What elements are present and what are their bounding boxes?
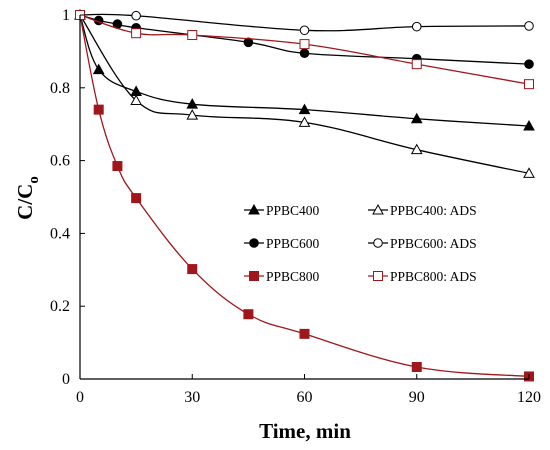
x-axis-title: Time, min	[259, 419, 351, 443]
legend-label: PPBC400	[266, 203, 320, 218]
x-tick-label: 90	[409, 389, 425, 406]
legend-label: PPBC600	[266, 236, 320, 251]
x-tick-label: 120	[517, 389, 541, 406]
legend-swatch-marker	[249, 271, 259, 281]
data-point-ppbc400	[92, 63, 105, 75]
y-tick-label: 1	[62, 7, 70, 24]
data-point-ppbc800-ads	[524, 79, 534, 90]
data-point-ppbc800-ads	[299, 39, 310, 50]
y-tick-label: 0	[62, 371, 70, 388]
legend-item-ppbc400-ads: PPBC400: ADS	[368, 203, 477, 218]
y-tick-label: 0.4	[50, 225, 70, 242]
legend-swatch-marker	[373, 271, 383, 281]
data-point-ppbc800	[243, 309, 254, 320]
legend: PPBC400 PPBC400: ADS PPBC600 PPBC600: ADS PP…	[244, 203, 477, 284]
x-tick-label: 60	[297, 389, 313, 406]
legend-item-ppbc400: PPBC400	[244, 203, 320, 218]
data-point-ppbc800	[299, 328, 310, 339]
data-point-ppbc600	[524, 59, 534, 69]
y-tick-label: 0.2	[50, 298, 70, 315]
y-axis-title-subscript: o	[26, 176, 42, 184]
data-point-ppbc600-ads	[411, 21, 422, 32]
data-point-ppbc800	[411, 361, 422, 372]
legend-item-ppbc600: PPBC600	[244, 236, 320, 251]
data-point-ppbc800	[187, 264, 198, 275]
x-tick-label: 0	[76, 389, 84, 406]
legend-swatch-marker	[249, 238, 259, 248]
y-tick-label: 0.8	[50, 80, 70, 97]
ticks-layer: 0 30 60 90 120 0 0.2 0.4 0.6 0.8 1	[50, 7, 541, 406]
legend-swatch-marker	[248, 203, 260, 215]
data-point-ppbc800	[93, 104, 104, 115]
legend-swatch-marker	[372, 203, 384, 215]
data-point-ppbc800-ads	[187, 30, 198, 41]
data-point-ppbc800-ads	[411, 59, 422, 70]
data-point-ppbc600-ads	[299, 25, 310, 36]
data-point-ppbc800-ads	[131, 28, 142, 39]
series-ppbc400	[74, 8, 535, 131]
data-point-ppbc400-ads	[186, 109, 199, 120]
data-point-ppbc600-ads	[131, 10, 141, 21]
y-tick-label: 0.6	[50, 153, 70, 170]
data-point-ppbc400	[298, 103, 311, 115]
data-point-ppbc400-ads	[410, 143, 423, 155]
data-point-ppbc400-ads	[298, 116, 311, 127]
legend-label: PPBC400: ADS	[390, 203, 477, 218]
y-axis-title: C/Co	[13, 176, 42, 220]
data-point-ppbc400	[410, 112, 423, 124]
legend-label: PPBC800	[266, 269, 320, 284]
legend-label: PPBC800: ADS	[390, 269, 477, 284]
legend-label: PPBC600: ADS	[390, 236, 477, 251]
data-point-ppbc400	[186, 98, 199, 109]
series-line-ppbc400-ads	[79, 14, 530, 174]
x-tick-label: 30	[184, 389, 200, 406]
data-point-ppbc600	[243, 37, 254, 48]
legend-item-ppbc800-ads: PPBC800: ADS	[368, 269, 477, 284]
data-point-ppbc800	[131, 193, 142, 204]
legend-item-ppbc800: PPBC800	[244, 269, 320, 284]
data-point-ppbc800	[112, 161, 123, 172]
data-point-ppbc400	[523, 119, 535, 131]
data-point-ppbc400-ads	[523, 167, 535, 178]
legend-swatch-marker	[373, 238, 383, 248]
y-axis-title-main: C/C	[13, 184, 37, 220]
data-point-ppbc600-ads	[524, 21, 534, 31]
legend-item-ppbc600-ads: PPBC600: ADS	[368, 236, 477, 251]
data-point-ppbc400-ads	[130, 94, 142, 106]
series-ppbc600-ads	[75, 10, 534, 36]
data-point-ppbc600	[299, 48, 310, 59]
